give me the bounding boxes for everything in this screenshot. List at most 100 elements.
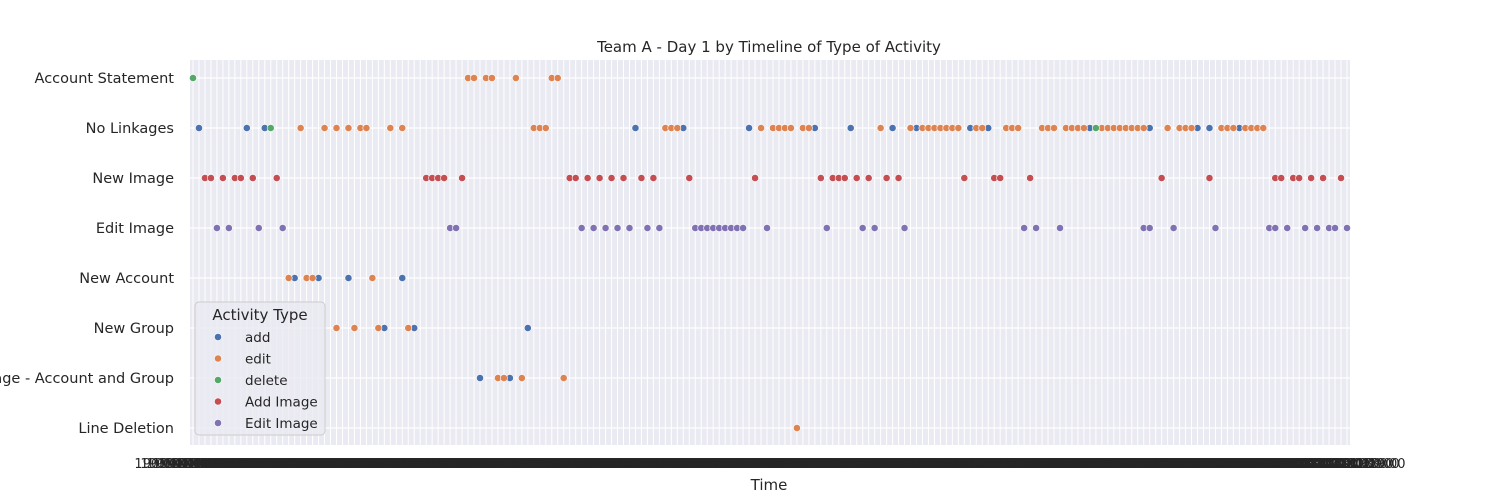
data-point-edit [296, 124, 305, 132]
x-tick-label: 1900-01-01 20:00 [906, 457, 1023, 472]
x-tick-label: 1900-01-01 09:00 [852, 457, 969, 472]
x-tick-label: 1900-01-01 19:00 [1049, 457, 1166, 472]
x-tick-label: 1900-01-01 09:00 [942, 457, 1059, 472]
data-point-edit-image [613, 224, 622, 232]
data-point-edit-image [1271, 224, 1280, 232]
x-tick-label: 1900-01-01 18:00 [595, 457, 712, 472]
data-point-add-image [996, 174, 1005, 182]
data-point-add-image [583, 174, 592, 182]
x-tick-label: 1900-01-01 19:00 [960, 457, 1077, 472]
plot-area [190, 60, 1350, 445]
x-tick-label: 1900-01-01 09:00 [1091, 457, 1208, 472]
data-point-edit-image [822, 224, 831, 232]
x-tick-label: 1900-01-01 09:00 [224, 457, 341, 472]
data-point-edit-image [870, 224, 879, 232]
x-tick-label: 1900-01-01 20:00 [188, 457, 305, 472]
x-tick-label: 1900-01-01 19:00 [780, 457, 897, 472]
data-point-edit-image [643, 224, 652, 232]
x-tick-label: 1900-01-01 09:00 [1031, 457, 1148, 472]
x-tick-label: 1900-01-01 18:00 [475, 457, 592, 472]
x-tick-label: 1900-01-01 18:00 [176, 457, 293, 472]
x-tick-label: 1900-01-01 18:00 [714, 457, 831, 472]
data-point-delete [1091, 124, 1100, 132]
data-point-edit [906, 124, 915, 132]
data-point-add-image [248, 174, 257, 182]
data-point-edit-image [1283, 224, 1292, 232]
x-tick-label: 1900-01-01 09:00 [762, 457, 879, 472]
data-point-edit [1163, 124, 1172, 132]
x-tick-label: 1900-01-01 13:00 [1097, 457, 1214, 472]
x-tick-label: 1900-01-01 13:00 [260, 457, 377, 472]
x-tick-label: 1900-01-01 20:00 [1265, 457, 1382, 472]
data-point-add-image [571, 174, 580, 182]
x-tick-label: 1900-01-01 19:00 [332, 457, 449, 472]
x-tick-label: 1900-01-01 19:00 [1169, 457, 1286, 472]
data-point-add [242, 124, 251, 132]
data-point-add-image [1026, 174, 1034, 182]
data-point-edit [344, 124, 353, 132]
x-tick-label: 1900-01-01 09:00 [344, 457, 461, 472]
x-tick-label: 1900-01-01 09:00 [194, 457, 311, 472]
x-tick-label: 1900-01-01 20:00 [338, 457, 455, 472]
x-tick-label: 1900-01-01 09:00 [254, 457, 371, 472]
x-tick-label: 1900-01-01 09:00 [463, 457, 580, 472]
data-point-add [846, 124, 855, 132]
x-tick-label: 1900-01-01 20:00 [1025, 457, 1142, 472]
x-tick-label: 1900-01-01 18:00 [924, 457, 1041, 472]
x-tick-label: 1900-01-01 09:00 [433, 457, 550, 472]
x-tick-label: 1900-01-01 20:00 [398, 457, 515, 472]
x-tick-label: 1900-01-01 19:00 [810, 457, 927, 472]
legend-marker-edit-image [214, 419, 222, 427]
x-tick-label: 1900-01-01 13:00 [200, 457, 317, 472]
x-tick-label: 1900-01-01 20:00 [726, 457, 843, 472]
y-tick-label: Linkage - Account and Group [0, 371, 174, 387]
x-tick-label: 1900-01-01 18:00 [1013, 457, 1130, 472]
data-point-add [1205, 124, 1214, 132]
x-tick-label: 1900-01-01 20:00 [248, 457, 365, 472]
data-point-edit [511, 74, 520, 82]
data-point-edit [488, 74, 496, 82]
x-tick-label: 1900-01-01 13:00 [888, 457, 1005, 472]
x-tick-label: 1900-01-01 18:00 [685, 457, 802, 472]
x-tick-label: 1900-01-01 20:00 [308, 457, 425, 472]
x-tick-label: 1900-01-01 09:00 [164, 457, 281, 472]
x-tick-label: 1900-01-01 13:00 [768, 457, 885, 472]
x-tick-label: 1900-01-01 13:00 [649, 457, 766, 472]
data-point-add-image [1337, 174, 1345, 182]
data-point-edit [793, 424, 801, 432]
x-tick-label: 1900-01-01 19:00 [1229, 457, 1346, 472]
data-point-edit [332, 124, 341, 132]
legend-items: add edit delete Add Image Edit Image [214, 330, 318, 432]
x-tick-label: 1900-01-01 18:00 [445, 457, 562, 472]
legend-label-add: add [245, 330, 270, 346]
legend-box [194, 301, 326, 436]
data-point-edit [1014, 124, 1023, 132]
x-tick-label: 1900-01-01 20:00 [457, 457, 574, 472]
x-tick-label: 1900-01-01 20:00 [667, 457, 784, 472]
data-point-add-image [864, 174, 873, 182]
x-tick-label: 1900-01-01 19:00 [720, 457, 837, 472]
data-point-edit [1187, 124, 1196, 132]
data-point-add-image [685, 174, 694, 182]
x-tick-label: 1900-01-01 20:00 [696, 457, 813, 472]
data-point-edit-image [1145, 224, 1154, 232]
x-tick-label: 1900-01-01 18:00 [356, 457, 473, 472]
data-point-add-image [840, 174, 849, 182]
legend-label-delete: delete [245, 373, 288, 389]
data-point-edit [1229, 124, 1238, 132]
data-point-edit-image [213, 224, 221, 232]
x-tick-label: 1900-01-01 09:00 [523, 457, 640, 472]
x-tick-label: 1900-01-01 18:00 [1223, 457, 1340, 472]
data-point-edit-image [1211, 224, 1220, 232]
legend-label-edit-image: Edit Image [245, 416, 318, 432]
x-tick-label: 1900-01-01 20:00 [487, 457, 604, 472]
data-point-edit-image [1020, 224, 1029, 232]
legend-title: Activity Type [212, 306, 307, 324]
x-tick-label: 1900-01-01 19:00 [930, 457, 1047, 472]
data-point-add-image [1205, 174, 1214, 182]
data-point-edit [284, 274, 293, 282]
data-point-edit-image [589, 224, 598, 232]
data-point-add-image [1277, 174, 1286, 182]
x-tick-label: 1900-01-01 20:00 [846, 457, 963, 472]
